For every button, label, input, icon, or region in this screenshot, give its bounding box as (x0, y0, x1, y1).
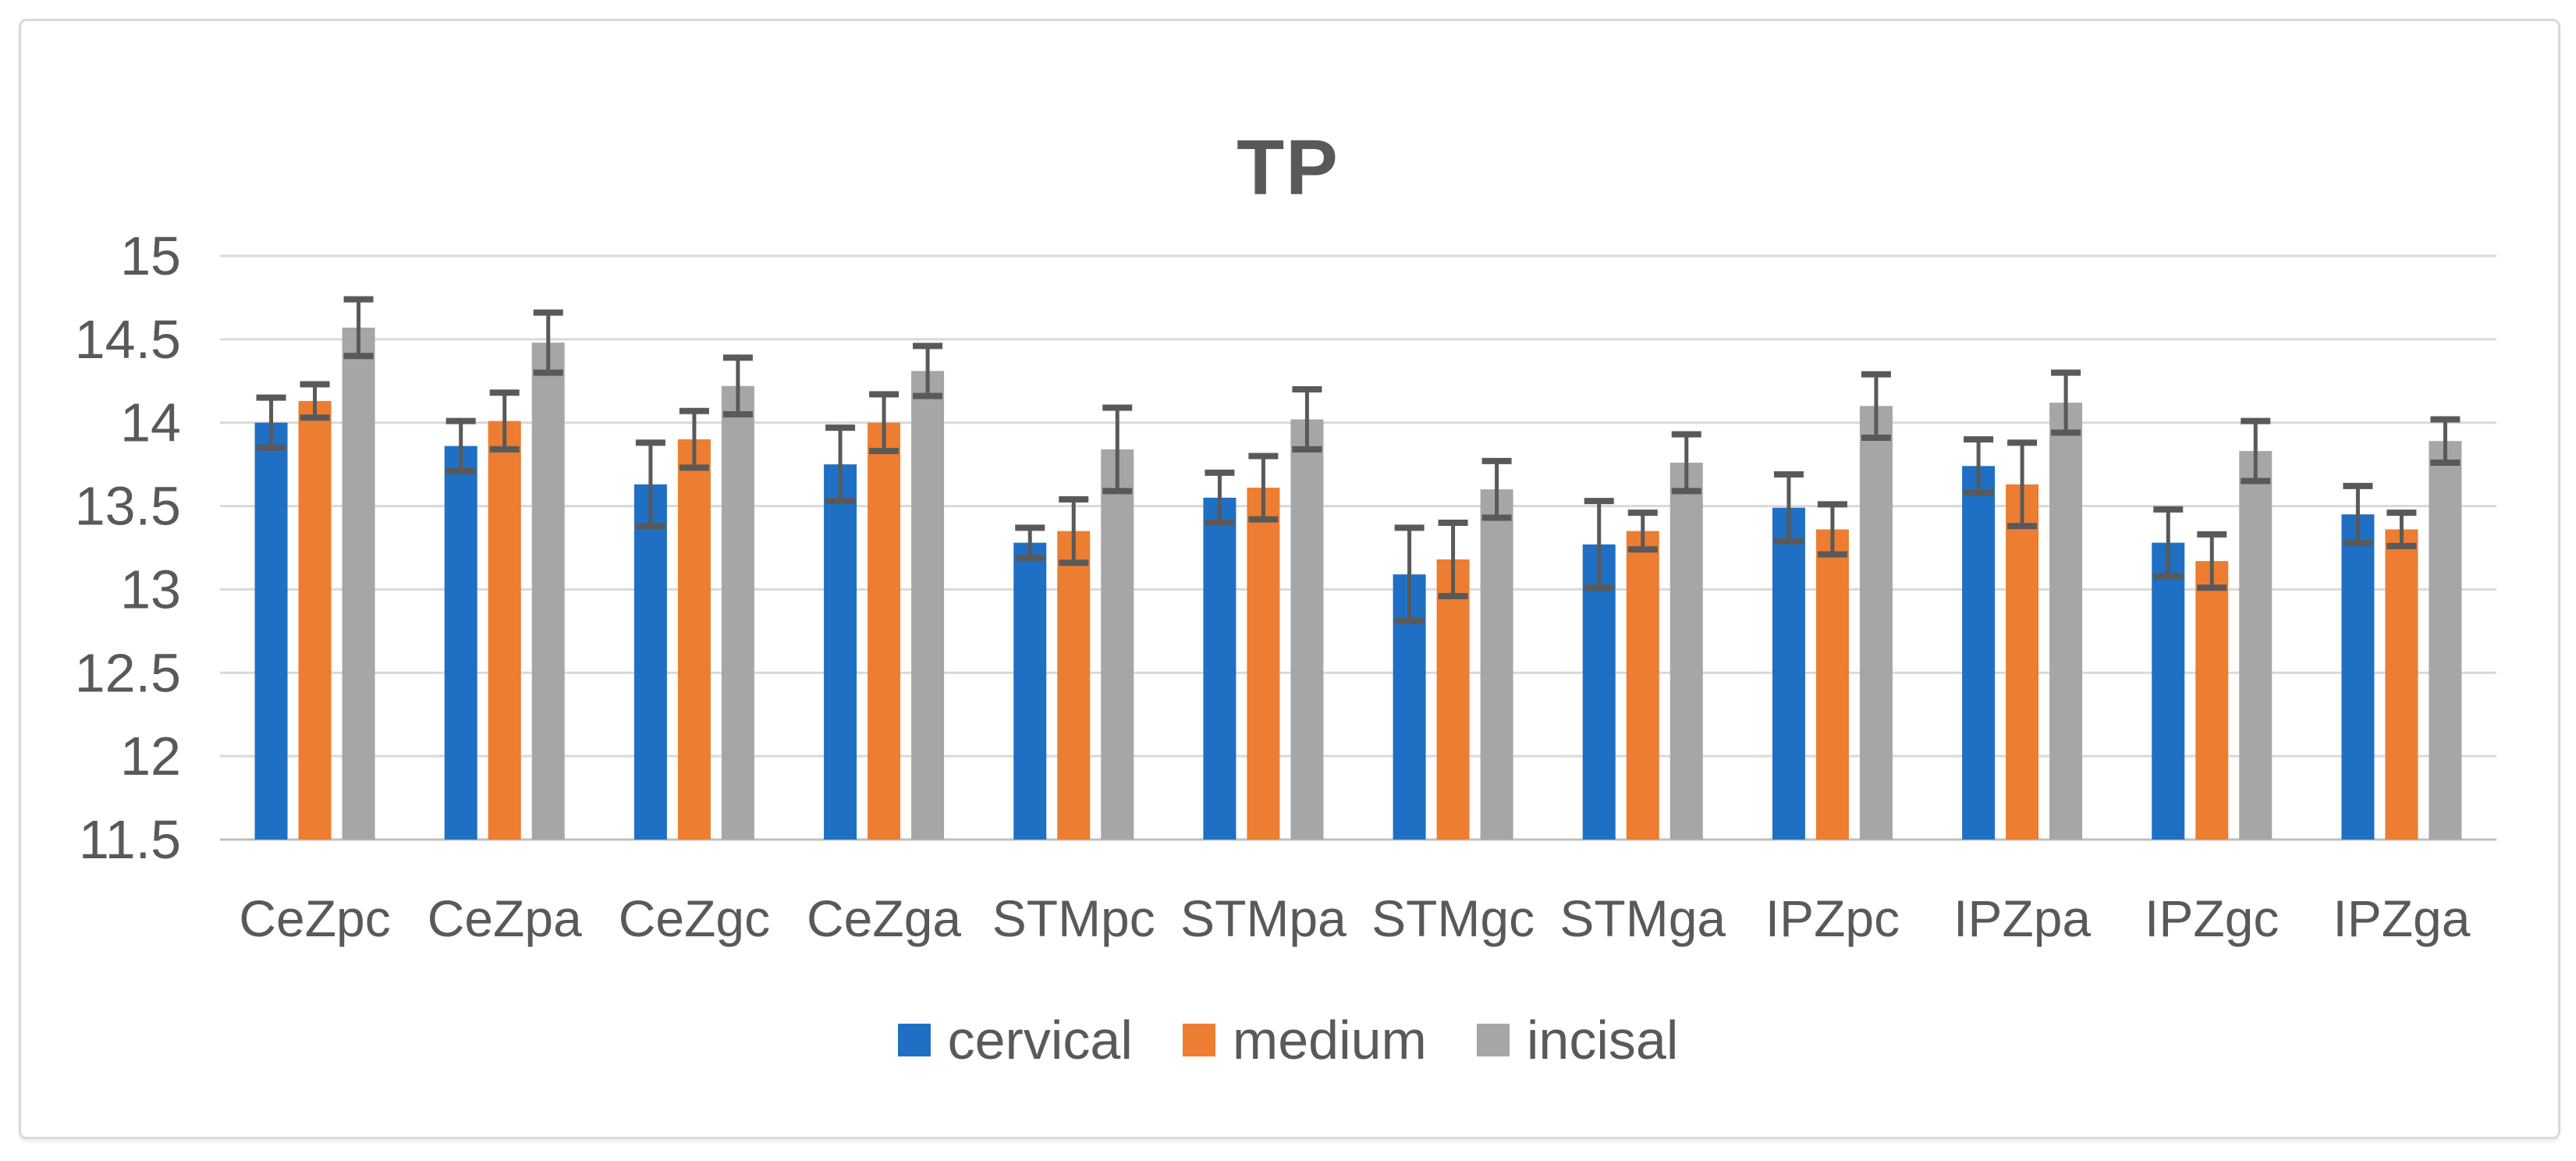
y-tick-label: 15 (120, 225, 181, 286)
bar-incisal-IPZpc (1859, 406, 1893, 840)
x-category-label: IPZga (2333, 889, 2470, 947)
legend-item-medium: medium (1182, 1010, 1427, 1070)
bar-incisal-IPZga (2429, 441, 2462, 840)
bar-cervical-CeZga (824, 464, 857, 840)
legend-swatch-medium (1182, 1024, 1215, 1056)
y-tick-label: 13 (120, 559, 181, 620)
bar-medium-IPZgc (2195, 561, 2229, 840)
y-tick-label: 13.5 (75, 476, 181, 537)
bar-incisal-STMpa (1290, 419, 1324, 840)
x-category-label: STMpa (1180, 889, 1347, 947)
y-tick-label: 12.5 (75, 642, 181, 703)
bar-medium-CeZgc (677, 439, 711, 840)
bar-cervical-CeZgc (633, 484, 667, 840)
bar-cervical-STMpc (1013, 542, 1047, 840)
bar-medium-STMpc (1057, 531, 1091, 840)
bar-medium-CeZpa (488, 421, 521, 840)
bar-incisal-CeZga (911, 371, 945, 840)
legend-label-cervical: cervical (947, 1010, 1133, 1070)
bar-cervical-IPZga (2341, 514, 2375, 840)
bar-incisal-CeZgc (721, 385, 754, 840)
legend-swatch-cervical (897, 1024, 931, 1056)
legend-label-medium: medium (1232, 1010, 1427, 1070)
bar-cervical-IPZpa (1962, 466, 1996, 840)
x-category-label: CeZpc (239, 889, 390, 947)
bar-medium-STMgc (1436, 559, 1470, 840)
x-category-label: IPZgc (2145, 889, 2279, 947)
bar-incisal-STMga (1669, 463, 1703, 840)
legend-label-incisal: incisal (1526, 1010, 1679, 1070)
bar-medium-CeZga (868, 422, 901, 840)
x-category-label: CeZga (807, 889, 961, 947)
bar-incisal-STMpc (1101, 449, 1134, 840)
bar-cervical-CeZpa (444, 446, 477, 840)
bar-cervical-CeZpc (254, 422, 288, 840)
y-tick-label: 14 (120, 392, 181, 453)
chart-legend: cervical medium incisal (0, 1013, 2576, 1067)
bar-incisal-IPZgc (2239, 451, 2273, 840)
chart-title: TP (1237, 124, 1339, 211)
x-category-label: STMgc (1371, 889, 1535, 947)
x-category-label: CeZpa (428, 889, 582, 947)
x-category-label: IPZpa (1953, 889, 2091, 947)
bar-medium-STMpa (1247, 488, 1280, 840)
bar-cervical-STMpa (1203, 497, 1237, 840)
chart-frame (19, 19, 2560, 1139)
bar-medium-CeZpc (298, 400, 332, 840)
x-category-label: CeZgc (619, 889, 770, 947)
bar-incisal-CeZpc (342, 327, 375, 840)
bar-cervical-IPZgc (2152, 542, 2185, 840)
bar-incisal-CeZpa (531, 343, 565, 840)
bar-medium-IPZpc (1815, 529, 1849, 840)
bar-incisal-IPZpa (2049, 403, 2083, 840)
y-tick-label: 11.5 (79, 809, 181, 870)
x-category-label: IPZpc (1765, 889, 1900, 947)
y-tick-label: 12 (120, 726, 181, 786)
bar-medium-IPZpa (2006, 484, 2039, 840)
bar-medium-IPZga (2385, 529, 2418, 840)
legend-item-cervical: cervical (897, 1010, 1133, 1070)
bar-cervical-STMga (1582, 544, 1616, 840)
legend-swatch-incisal (1476, 1024, 1510, 1056)
bar-incisal-STMgc (1480, 489, 1513, 840)
x-category-label: STMpc (992, 889, 1155, 947)
bar-medium-STMga (1626, 531, 1659, 840)
legend-item-incisal: incisal (1476, 1010, 1679, 1070)
y-tick-label: 14.5 (75, 309, 181, 370)
x-category-label: STMga (1559, 889, 1726, 947)
bar-cervical-IPZpc (1772, 507, 1805, 840)
